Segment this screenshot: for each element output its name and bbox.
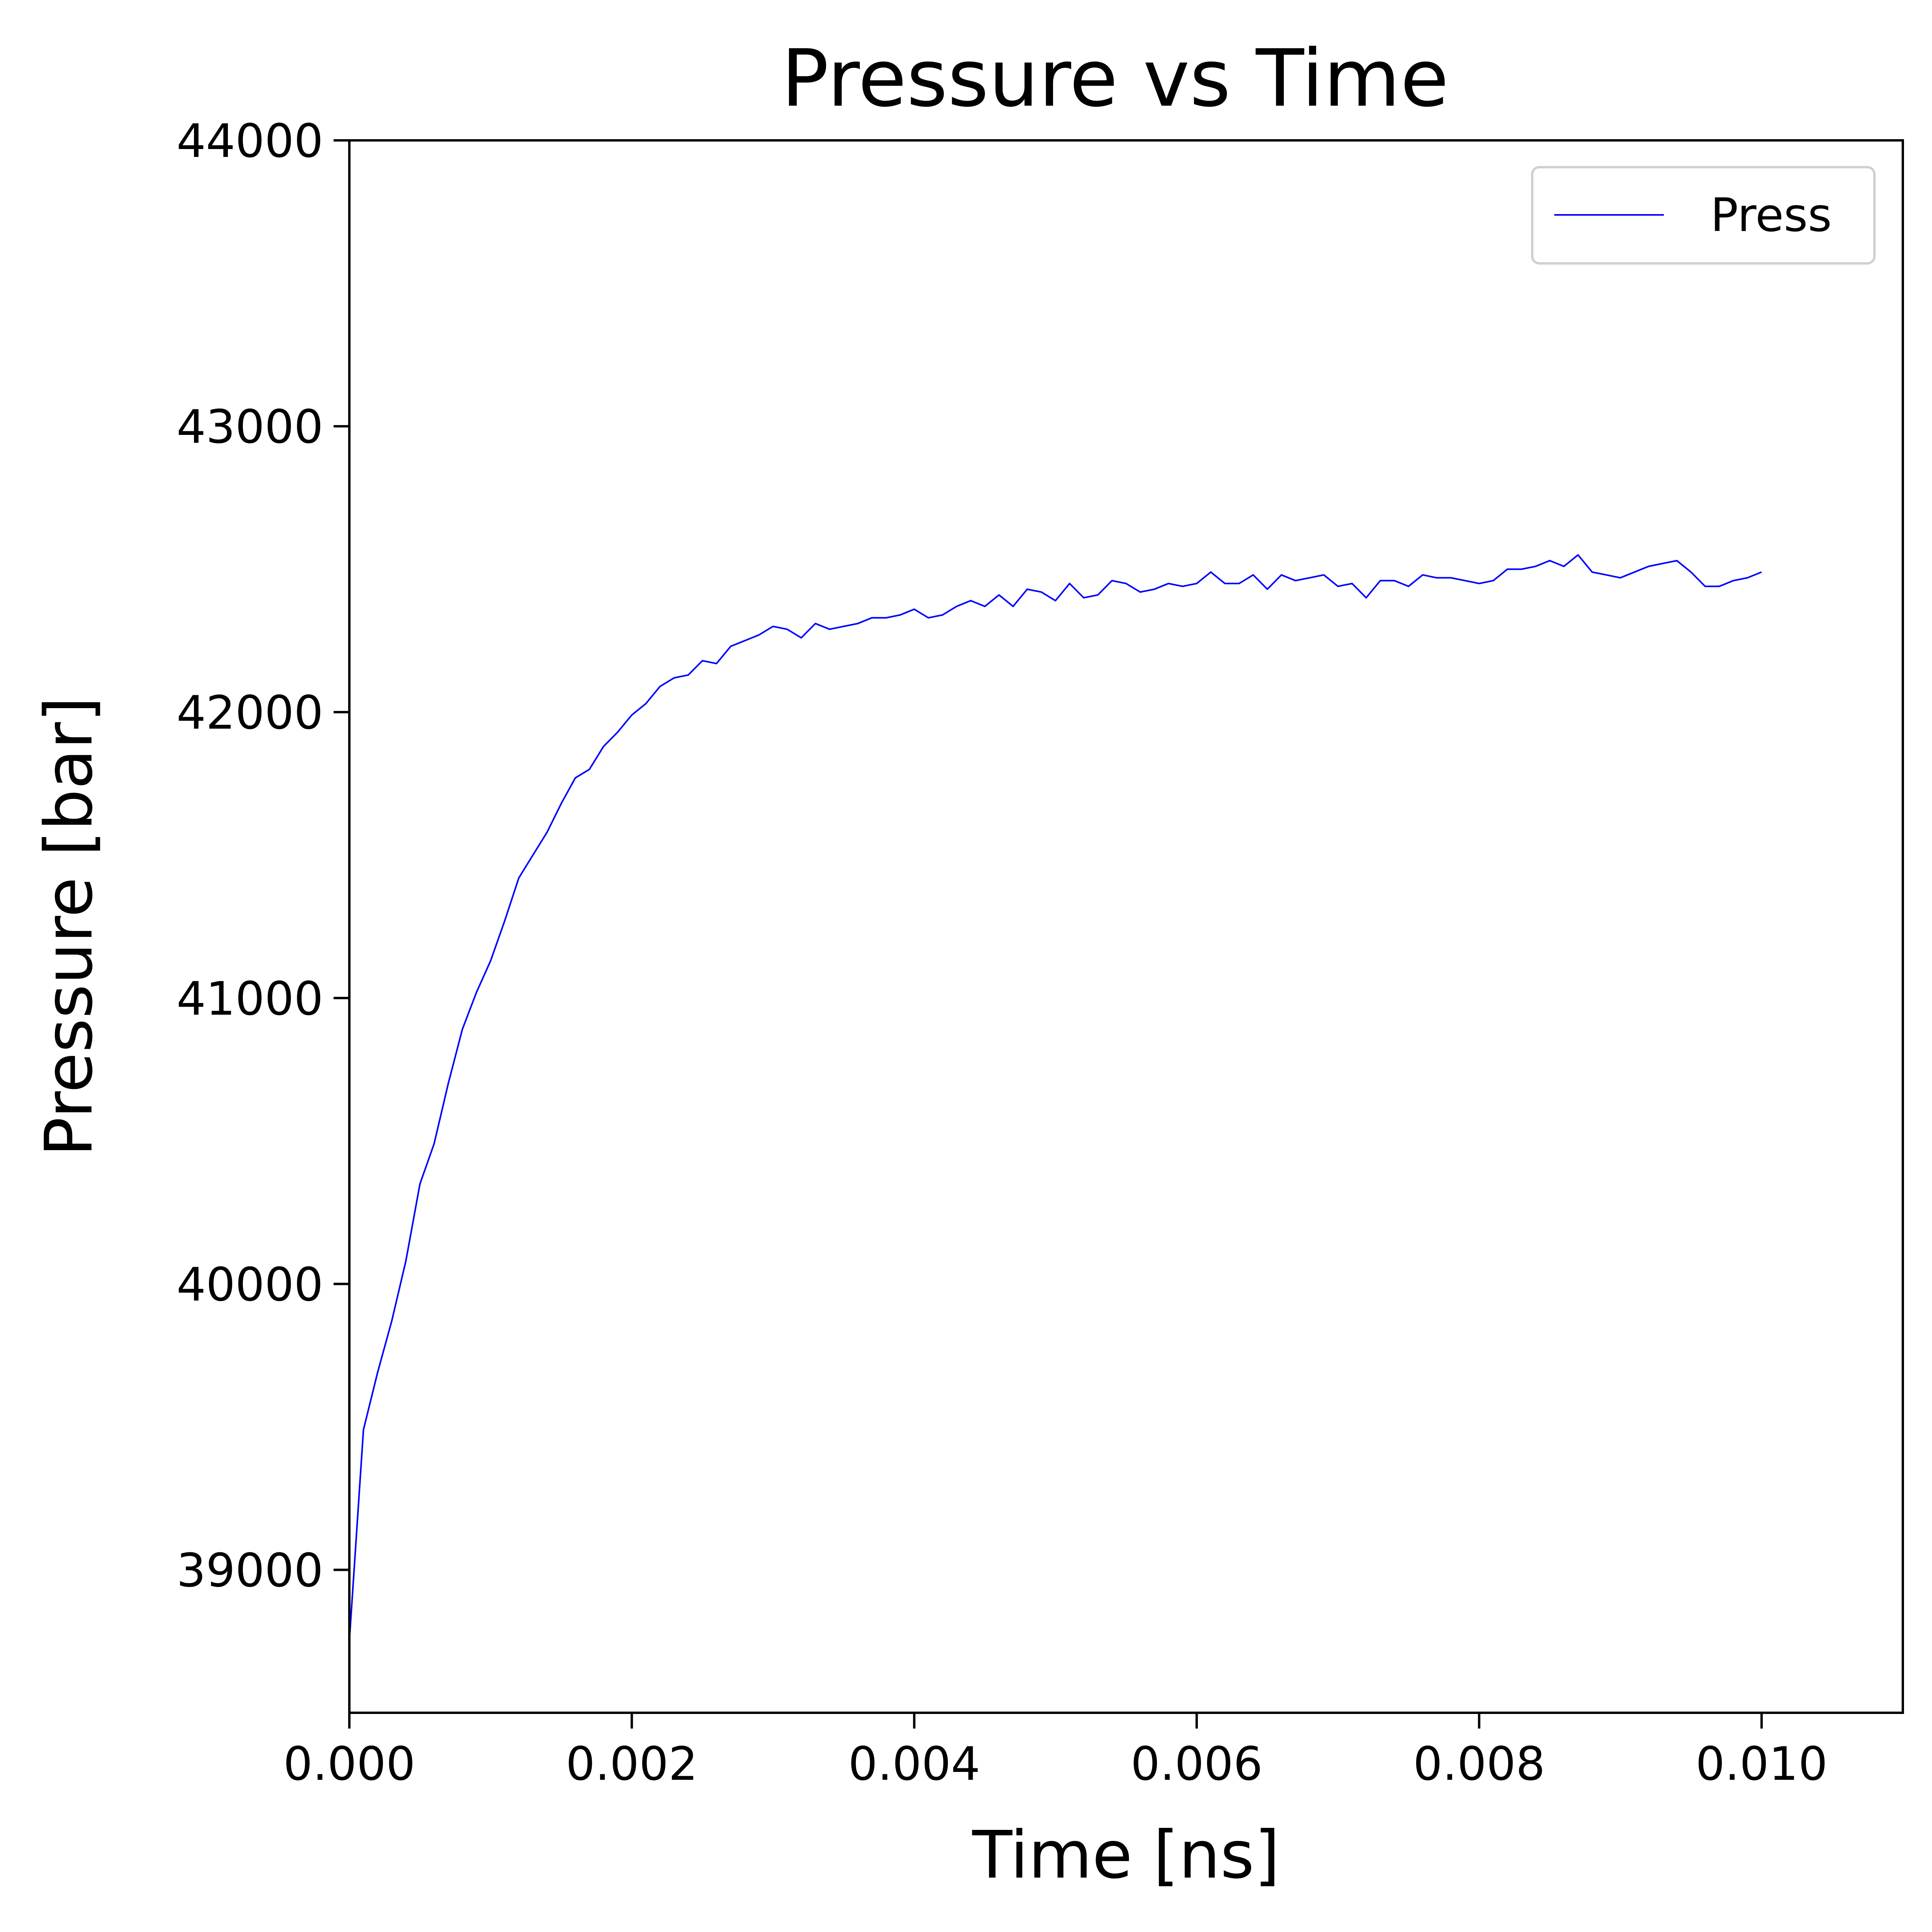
legend: Press bbox=[1531, 166, 1876, 265]
y-axis-label: Pressure [bar] bbox=[31, 697, 107, 1156]
legend-label-press: Press bbox=[1710, 188, 1832, 242]
y-tick-label: 40000 bbox=[177, 1257, 323, 1311]
series-line-press bbox=[349, 554, 1762, 1641]
chart-title: Pressure vs Time bbox=[781, 33, 1449, 125]
x-tick-label: 0.006 bbox=[1131, 1737, 1263, 1791]
y-tick-label: 42000 bbox=[177, 686, 323, 740]
y-axis-ticks: 39000 40000 41000 42000 43000 44000 bbox=[177, 114, 349, 1597]
plot-area bbox=[349, 554, 1762, 1641]
y-tick-label: 44000 bbox=[177, 114, 323, 168]
x-tick-label: 0.008 bbox=[1413, 1737, 1545, 1791]
y-tick-label: 43000 bbox=[177, 400, 323, 454]
y-tick-label: 41000 bbox=[177, 972, 323, 1026]
x-axis-label: Time [ns] bbox=[972, 1817, 1280, 1893]
x-tick-label: 0.000 bbox=[283, 1737, 416, 1791]
x-tick-label: 0.010 bbox=[1695, 1737, 1828, 1791]
axes-frame bbox=[348, 139, 1904, 1714]
x-axis-ticks: 0.000 0.002 0.004 0.006 0.008 0.010 bbox=[283, 1713, 1828, 1791]
legend-box bbox=[1531, 166, 1876, 265]
x-tick-label: 0.002 bbox=[566, 1737, 698, 1791]
x-tick-label: 0.004 bbox=[848, 1737, 980, 1791]
y-tick-label: 39000 bbox=[177, 1543, 323, 1597]
